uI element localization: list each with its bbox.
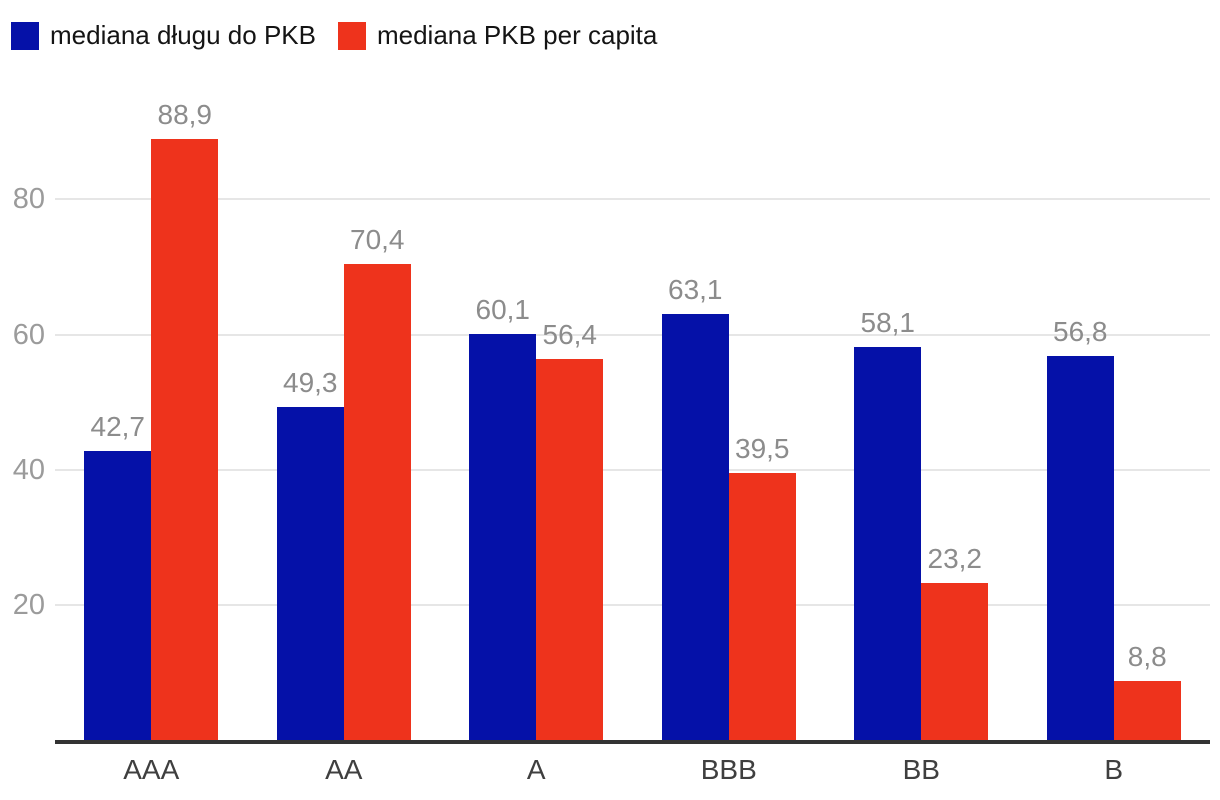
bar-s0-a (469, 333, 537, 740)
y-tick-label-20: 20 (12, 588, 45, 621)
gridline-20 (55, 603, 1210, 606)
value-label-s1-aaa: 88,9 (157, 99, 213, 131)
legend-label-gdp-per-capita: mediana PKB per capita (376, 20, 658, 50)
bar-s1-b (1113, 680, 1181, 740)
legend-item-debt-to-gdp: mediana długu do PKB (11, 20, 316, 51)
x-category-label-bbb: BBB (700, 754, 757, 785)
value-label-s1-aa: 70,4 (350, 224, 405, 256)
legend-swatch-blue-icon (11, 21, 39, 50)
bar-s0-b (1046, 356, 1114, 740)
value-label-s1-b: 8,8 (1127, 640, 1167, 672)
x-category-label-a: A (526, 754, 546, 785)
bar-s1-aa (343, 264, 411, 740)
x-category-label-aa: AA (325, 754, 363, 785)
x-axis-line (55, 740, 1210, 744)
x-category-label-aaa: AAA (123, 754, 180, 785)
value-label-s0-bb: 58,1 (860, 307, 916, 339)
legend-label-debt-to-gdp: mediana długu do PKB (50, 20, 316, 50)
legend-swatch-red-icon (337, 21, 366, 50)
gridline-60 (55, 333, 1210, 336)
gridline-80 (55, 198, 1210, 201)
bar-s1-bb (921, 583, 989, 740)
bar-s1-aaa (151, 139, 219, 740)
bar-s1-a (536, 358, 604, 740)
bar-s0-aa (276, 406, 344, 740)
value-label-s1-bbb: 39,5 (735, 433, 790, 465)
y-tick-label-80: 80 (12, 183, 45, 216)
bar-s0-bb (854, 347, 922, 740)
bar-s0-bbb (661, 313, 729, 740)
bar-s1-bbb (728, 473, 796, 740)
value-label-s0-a: 60,1 (475, 293, 531, 325)
value-label-s0-aa: 49,3 (283, 366, 338, 398)
bar-s0-aaa (84, 451, 152, 740)
legend-item-gdp-per-capita: mediana PKB per capita (337, 20, 658, 51)
value-label-s0-b: 56,8 (1053, 316, 1108, 348)
value-label-s1-a: 56,4 (542, 318, 598, 350)
y-tick-label-40: 40 (12, 453, 45, 486)
chart-legend: mediana długu do PKB mediana PKB per cap… (11, 20, 657, 51)
value-label-s0-aaa: 42,7 (90, 411, 146, 443)
value-label-s0-bbb: 63,1 (668, 273, 723, 305)
y-tick-label-60: 60 (12, 318, 45, 351)
x-category-label-bb: BB (902, 754, 940, 785)
gridline-40 (55, 468, 1210, 471)
value-label-s1-bb: 23,2 (927, 543, 983, 575)
x-category-label-b: B (1104, 754, 1124, 785)
